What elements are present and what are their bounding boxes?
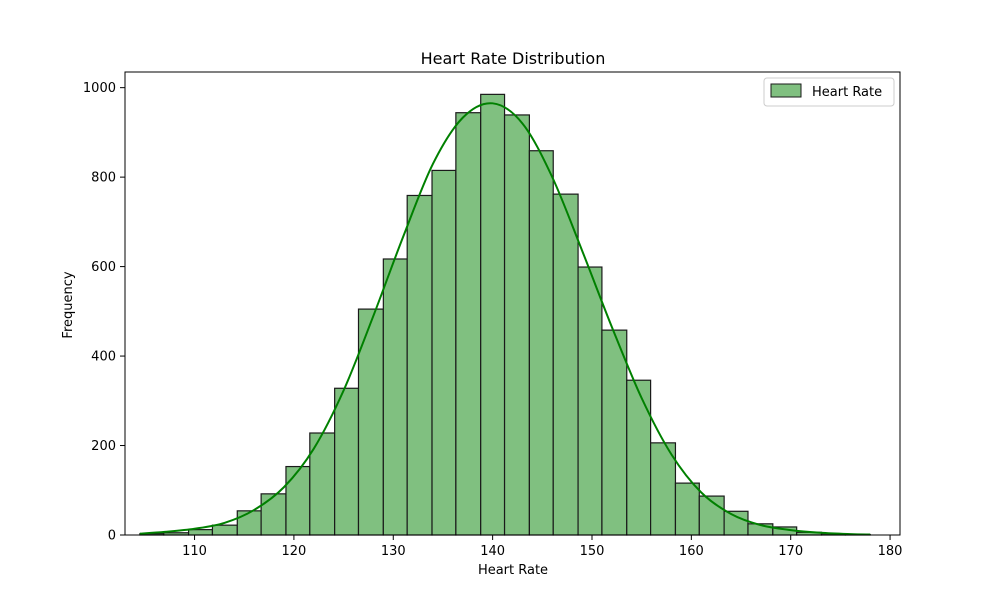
x-tick-label: 140 [480,544,505,559]
x-tick-label: 180 [878,544,903,559]
y-tick-label: 600 [91,260,116,275]
histogram-bar [260,493,287,536]
x-tick-label: 170 [778,544,803,559]
legend-label: Heart Rate [812,85,882,100]
x-tick-label: 110 [182,544,207,559]
chart-title: Heart Rate Distribution [421,49,606,68]
histogram-bar [626,379,652,536]
histogram-bar [674,482,700,536]
y-tick-label: 800 [91,171,116,186]
histogram-bar [211,524,238,536]
histogram-bar [552,193,579,536]
histogram-bar [455,112,482,536]
plot-frame [124,71,901,536]
histogram-bar [480,93,506,536]
histogram-bar [650,442,677,536]
histogram-bar [431,169,457,536]
histogram-bar [503,114,530,536]
legend: Heart Rate [763,77,895,107]
kde-curve [139,102,871,536]
histogram-bar [528,150,554,536]
histogram-bar [577,266,603,536]
histogram-bar [334,387,360,536]
x-tick-label: 160 [679,544,704,559]
plot-area [139,93,871,536]
y-axis-title: Frequency [61,271,76,338]
histogram-bar [285,465,311,536]
histogram-bar [236,510,262,536]
y-tick-label: 400 [91,350,116,365]
y-tick-label: 0 [108,529,116,544]
x-axis-title: Heart Rate [478,563,548,578]
histogram-bar [382,258,408,536]
legend-swatch [770,83,802,98]
y-tick-label: 1000 [83,81,116,96]
x-tick-label: 150 [580,544,605,559]
x-tick-label: 120 [281,544,306,559]
y-tick-label: 200 [91,439,116,454]
x-tick-label: 130 [381,544,406,559]
axes: 110 120 130 140 150 160 170 180 0 200 400 600 800 100… [83,71,903,559]
histogram-bar [601,329,628,536]
histogram-bar [187,529,214,536]
histogram-bar [406,194,433,536]
histogram-bar [723,510,749,536]
